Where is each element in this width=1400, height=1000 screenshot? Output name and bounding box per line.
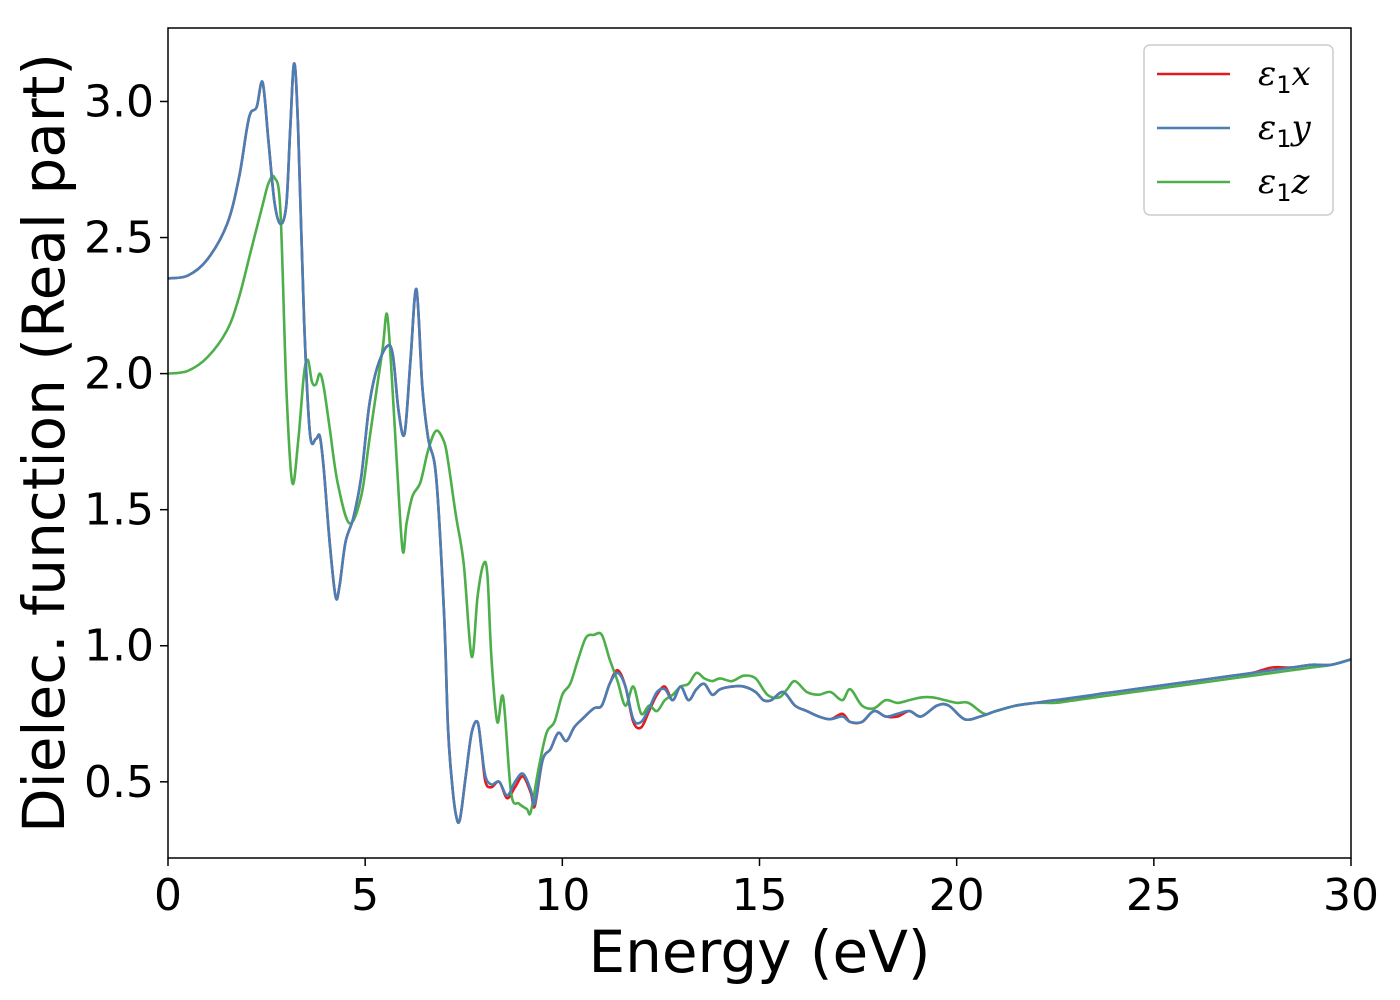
x-tick-label: 5	[351, 870, 379, 921]
series-line-y	[168, 62, 1351, 824]
y-tick-label: 1.5	[84, 485, 154, 536]
y-tick-label: 3.0	[84, 76, 154, 127]
legend-variable: x	[1292, 54, 1311, 94]
x-axis-title: Energy (eV)	[588, 918, 930, 986]
y-axis-title: Dielec. function (Real part)	[10, 53, 78, 833]
y-tick-label: 0.5	[84, 757, 154, 808]
legend-epsilon: ε	[1258, 54, 1276, 94]
legend-label-z: ε1z	[1258, 162, 1311, 207]
legend-subscript: 1	[1276, 71, 1291, 99]
legend-epsilon: ε	[1258, 162, 1276, 202]
legend-variable: y	[1290, 108, 1312, 148]
legend-label-x: ε1x	[1258, 54, 1311, 99]
x-tick-label: 10	[534, 870, 590, 921]
series-line-z	[168, 174, 1351, 816]
legend-epsilon: ε	[1258, 108, 1276, 148]
x-tick-label: 20	[929, 870, 985, 921]
y-axis: 0.5 1.0 1.5 2.0 2.5 3.0	[84, 76, 168, 808]
legend-subscript: 1	[1276, 179, 1291, 207]
legend-label-y: ε1y	[1258, 108, 1312, 153]
x-tick-label: 0	[154, 870, 182, 921]
y-tick-label: 2.5	[84, 213, 154, 264]
y-tick-label: 1.0	[84, 621, 154, 672]
x-axis: 0 5 10 15 20 25 30	[154, 858, 1379, 921]
legend-box	[1143, 44, 1334, 216]
legend-variable: z	[1291, 162, 1311, 202]
series-layer	[168, 62, 1351, 824]
x-tick-label: 15	[732, 870, 788, 921]
y-tick-label: 2.0	[84, 349, 154, 400]
x-tick-label: 30	[1323, 870, 1379, 921]
legend-subscript: 1	[1276, 125, 1291, 153]
x-tick-label: 25	[1126, 870, 1182, 921]
